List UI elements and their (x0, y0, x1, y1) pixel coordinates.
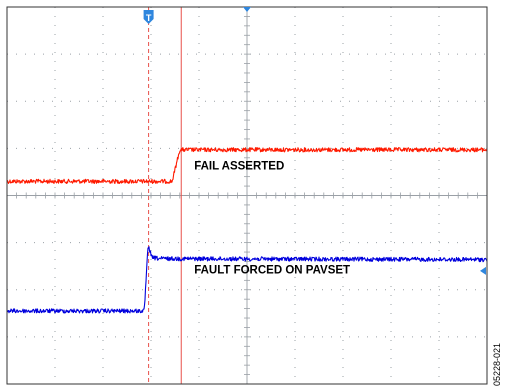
trigger-marker-label: T (146, 13, 152, 23)
trigger-marker (143, 10, 154, 24)
annotation-fault-forced: FAULT FORCED ON PAVSET (194, 264, 350, 276)
markers: T (143, 7, 486, 275)
traces (6, 147, 488, 314)
trace-fault-forced-on-pavset (6, 246, 488, 314)
trace-fail-asserted (6, 147, 488, 184)
grid (7, 7, 487, 384)
annotation-fail-asserted: FAIL ASSERTED (194, 161, 284, 173)
cursor-lines (148, 7, 182, 384)
figure-id-label: 05228-021 (492, 343, 502, 386)
center-position-marker (243, 7, 251, 12)
trigger-level-marker (480, 266, 486, 275)
